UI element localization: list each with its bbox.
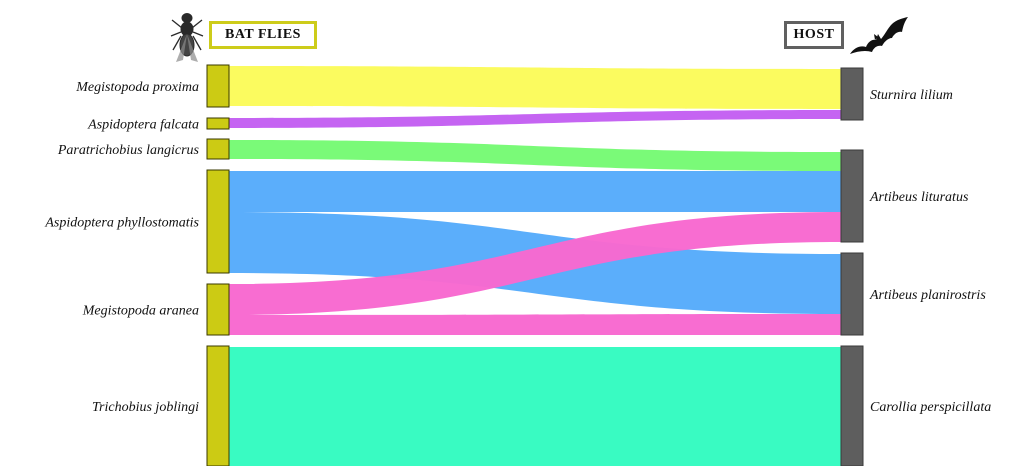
link-megistopoda-proxima-to-sturnira-lilium <box>229 66 841 109</box>
label-paratrichobius-langicrus: Paratrichobius langicrus <box>57 143 200 158</box>
node-carollia-perspicillata <box>840 345 864 466</box>
node-paratrichobius-langicrus <box>206 138 230 160</box>
label-trichobius-joblingi: Trichobius joblingi <box>92 400 199 415</box>
node-aspidoptera-falcata <box>206 117 230 130</box>
label-aspidoptera-phyllostomatis: Aspidoptera phyllostomatis <box>44 216 199 231</box>
link-paratrichobius-langicrus-to-artibeus-lituratus <box>229 140 841 171</box>
node-megistopoda-proxima <box>206 64 230 108</box>
link-aspidoptera-phyllostomatis-to-artibeus-lituratus <box>229 171 841 212</box>
label-aspidoptera-falcata: Aspidoptera falcata <box>87 118 199 133</box>
bat-flies-header: BAT FLIES <box>209 21 317 49</box>
node-aspidoptera-phyllostomatis <box>206 169 230 274</box>
label-artibeus-planirostris: Artibeus planirostris <box>869 288 986 303</box>
label-carollia-perspicillata: Carollia perspicillata <box>870 400 991 415</box>
bat-fly-nodes <box>206 64 230 466</box>
bat-fly-icon <box>170 13 204 62</box>
node-artibeus-planirostris <box>840 252 864 336</box>
host-nodes <box>840 67 864 466</box>
node-sturnira-lilium <box>840 67 864 121</box>
node-artibeus-lituratus <box>840 149 864 243</box>
label-artibeus-lituratus: Artibeus lituratus <box>869 190 969 205</box>
link-megistopoda-aranea-to-artibeus-planirostris <box>229 314 841 335</box>
label-megistopoda-proxima: Megistopoda proxima <box>75 80 199 95</box>
node-trichobius-joblingi <box>206 345 230 466</box>
label-megistopoda-aranea: Megistopoda aranea <box>82 304 199 319</box>
label-sturnira-lilium: Sturnira lilium <box>870 88 953 103</box>
link-trichobius-joblingi-to-carollia-perspicillata <box>229 347 841 466</box>
bat-fly-labels: Megistopoda proxima Aspidoptera falcata Pa… <box>44 80 199 415</box>
host-header: HOST <box>784 21 844 49</box>
sankey-links <box>229 66 841 466</box>
host-labels: Sturnira lilium Artibeus lituratus Artibeu… <box>869 88 991 415</box>
bat-icon <box>850 17 908 54</box>
link-megistopoda-aranea-to-artibeus-lituratus <box>229 212 841 315</box>
link-aspidoptera-falcata-to-sturnira-lilium <box>229 110 841 128</box>
node-megistopoda-aranea <box>206 283 230 336</box>
